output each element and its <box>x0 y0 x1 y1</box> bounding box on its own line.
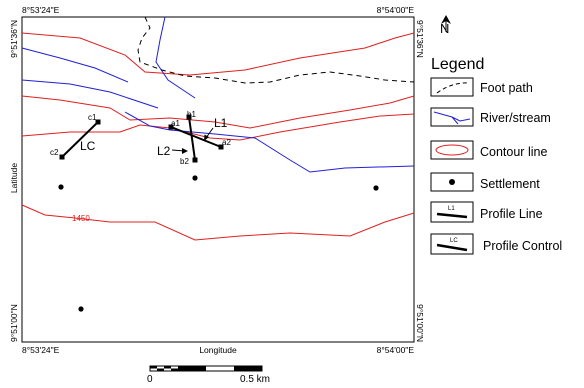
coord-top-left: 8°53'24"E <box>22 5 60 15</box>
legend-symbol-l1: L1 <box>448 206 455 212</box>
settlement-point <box>373 185 379 191</box>
river-line <box>21 79 159 109</box>
label-b2: b2 <box>180 157 189 166</box>
profile-line-b <box>188 116 196 161</box>
legend-label-settlement: Settlement <box>480 177 540 191</box>
legend-label-profile-line: Profile Line <box>480 207 543 221</box>
coord-right-top: 9°51'36"N <box>415 20 425 58</box>
legend-label-contour: Contour line <box>480 145 547 159</box>
contour-line <box>21 95 415 129</box>
legend-item-settlement: Settlement <box>430 172 540 192</box>
contour-symbol <box>430 140 474 160</box>
river-line <box>21 47 129 83</box>
settlement-point <box>78 306 84 312</box>
profile-endpoint <box>192 157 198 163</box>
contour-value-label: 1450 <box>72 214 90 223</box>
river-line <box>124 111 415 173</box>
label-c1: c1 <box>88 113 97 122</box>
legend-item-profile-line: L1 Profile Line <box>430 201 543 223</box>
legend-item-river: River/stream <box>430 107 551 127</box>
contour-line <box>21 32 415 76</box>
l2-arrowhead <box>182 148 188 154</box>
contour-line <box>21 113 415 141</box>
label-lc: LC <box>80 139 96 153</box>
label-c2: c2 <box>50 148 59 157</box>
profile-line-symbol <box>430 201 474 223</box>
legend-item-contour: Contour line <box>430 140 547 160</box>
map-frame <box>21 16 415 343</box>
north-arrow-icon: N <box>440 15 451 36</box>
coord-left-bottom: 9°51'00"N <box>9 304 19 342</box>
coord-right-bottom: 9°51'00"N <box>415 304 425 342</box>
settlement-point <box>192 175 198 181</box>
scale-end-label: 0.5 km <box>240 374 270 385</box>
legend-label-river: River/stream <box>480 111 551 125</box>
label-l2: L2 <box>157 144 171 158</box>
l1-arrowhead <box>204 134 209 141</box>
profile-endpoint <box>186 114 192 120</box>
profile-endpoint <box>95 119 101 125</box>
profile-line-a <box>170 126 222 148</box>
label-l1: L1 <box>214 116 228 130</box>
settlement-point <box>58 184 64 190</box>
profile-line-c <box>61 121 99 158</box>
coord-x-axis-label: Longitude <box>199 345 237 355</box>
coord-bottom-right: 8°54'00"E <box>377 345 415 355</box>
foot-path <box>137 16 415 84</box>
legend-symbol-lc: LC <box>450 238 458 244</box>
profile-endpoint <box>59 154 65 160</box>
label-arrows <box>171 127 214 154</box>
river-lines <box>21 16 415 173</box>
label-b1: b1 <box>187 110 196 119</box>
profile-endpoint <box>218 144 224 150</box>
legend-label-footpath: Foot path <box>480 81 533 95</box>
scale-start-label: 0 <box>147 374 153 385</box>
legend-label-profile-control: Profile Control <box>483 239 562 253</box>
coord-left-top: 9°51'36"N <box>9 20 19 58</box>
settlements <box>58 175 379 312</box>
contour-line <box>21 204 415 241</box>
label-a2: a2 <box>222 138 231 147</box>
legend-title: Legend <box>431 56 484 73</box>
river-line <box>155 16 196 99</box>
coord-y-axis-label: Latitude <box>9 163 19 194</box>
coord-bottom-left: 8°53'24"E <box>22 345 60 355</box>
north-label: N <box>440 21 449 36</box>
legend-item-profile-control: LC Profile Control <box>430 233 562 255</box>
legend-item-footpath: Foot path <box>430 77 533 97</box>
profile-endpoint <box>168 124 174 130</box>
footpath-symbol <box>430 77 474 97</box>
contour-lines <box>21 32 415 241</box>
profile-lines <box>59 114 224 163</box>
label-a1: a1 <box>171 119 180 128</box>
coord-top-right: 8°54'00"E <box>377 5 415 15</box>
scale-bar: 0 0.5 km <box>147 365 270 385</box>
